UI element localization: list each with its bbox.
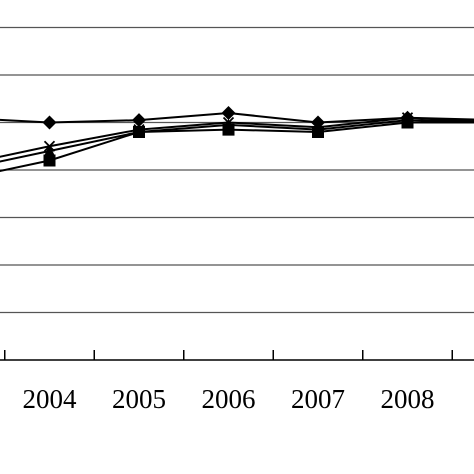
marker-x — [222, 116, 235, 129]
marker-triangle — [401, 114, 414, 127]
x-tick-label: 2006 — [202, 384, 256, 414]
series-markers — [42, 106, 415, 167]
gridlines — [0, 26, 474, 314]
x-tick-label: 2004 — [23, 384, 78, 414]
marker-triangle — [43, 145, 56, 157]
x-axis — [0, 350, 474, 361]
marker-x — [133, 123, 145, 136]
marker-x-stroke — [401, 112, 414, 124]
series-line-square — [0, 121, 474, 173]
marker-triangle — [312, 123, 324, 136]
marker-x-stroke — [312, 121, 324, 133]
marker-x-stroke — [222, 116, 235, 129]
marker-x-stroke — [133, 123, 145, 136]
marker-x-stroke — [43, 140, 56, 152]
x-tick-label: 2005 — [112, 384, 166, 414]
x-tick-label: 2008 — [381, 384, 435, 414]
marker-diamond — [132, 113, 146, 128]
marker-x — [43, 140, 56, 152]
x-tick-label: 2007 — [291, 384, 345, 414]
x-tick-labels: 200420052006200720082 — [23, 384, 435, 414]
marker-diamond — [42, 115, 57, 130]
marker-square — [43, 154, 56, 167]
marker-triangle — [222, 118, 235, 131]
marker-x — [401, 112, 414, 124]
marker-triangle — [133, 126, 145, 138]
marker-x — [312, 121, 324, 133]
marker-diamond — [221, 106, 236, 120]
